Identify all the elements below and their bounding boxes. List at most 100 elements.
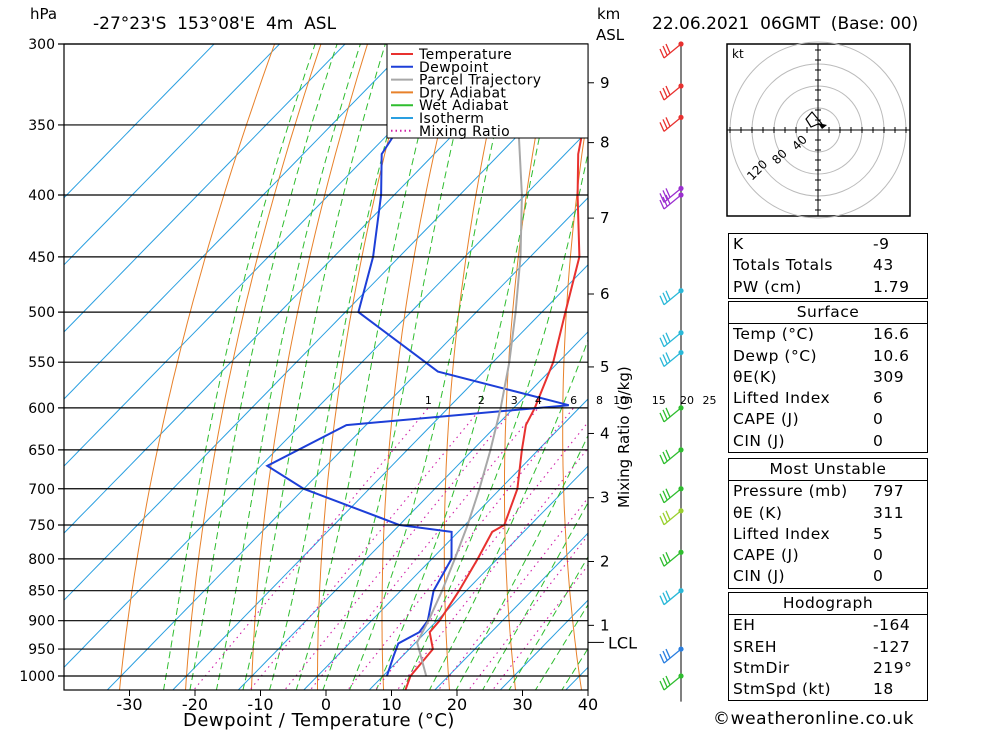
isotherm-line	[64, 44, 346, 333]
most-unstable-label: CIN (J)	[733, 567, 786, 586]
surface-row: Lifted Index 6	[729, 388, 927, 409]
surface-title: Surface	[796, 303, 860, 321]
wind-barb	[659, 352, 682, 368]
wind-barb	[659, 510, 682, 526]
wind-barb	[659, 648, 682, 664]
legend-entry: Parcel Trajectory	[419, 73, 541, 89]
mixing-ratio-label: 2	[478, 394, 485, 407]
wind-barb	[659, 449, 682, 465]
dry-adiabat-line	[674, 26, 716, 701]
most-unstable-label: θE (K)	[733, 503, 783, 522]
pressure-tick-label: 950	[28, 642, 55, 658]
wind-barb	[659, 551, 682, 567]
location-title: -27°23'S 153°08'E 4m ASL	[93, 14, 337, 34]
isotherm-line	[64, 44, 412, 400]
surface-row: Dewp (°C) 10.6	[729, 346, 927, 367]
dry-adiabat-line	[317, 44, 415, 690]
wind-barb	[659, 407, 682, 423]
wet-adiabat-line	[534, 603, 588, 690]
mixing-ratio-line	[491, 564, 588, 690]
mixing-ratio-label: 25	[703, 394, 717, 407]
isotherm-line	[106, 197, 588, 690]
site-name: weatheronline.co.uk	[730, 709, 915, 729]
hodograph-stat-label: SREH	[733, 637, 778, 656]
wet-adiabat-line	[349, 44, 516, 690]
height-tick-label: 7	[600, 209, 610, 227]
mixing-ratio-label: 1	[425, 394, 432, 407]
hodograph-stat-divider	[729, 614, 927, 616]
mixing-ratio-label: 8	[596, 394, 603, 407]
height-tick-label: 3	[600, 489, 610, 507]
mixing-ratio-label: 20	[680, 394, 694, 407]
datetime-title: 22.06.2021 06GMT (Base: 00)	[652, 14, 918, 34]
surface-row: CIN (J) 0	[729, 431, 927, 452]
isotherm-line	[64, 44, 543, 534]
pressure-tick-label: 700	[28, 482, 55, 498]
most-unstable-value: 5	[873, 524, 884, 543]
wet-adiabat-line	[482, 501, 588, 690]
index-value: 43	[873, 256, 894, 275]
most-unstable-value: 797	[873, 482, 905, 501]
most-unstable-title: Most Unstable	[769, 460, 887, 478]
height-tick-label: 9	[600, 74, 610, 92]
isotherm-line	[237, 331, 588, 690]
wind-barb	[659, 194, 682, 210]
dry-adiabat-line	[185, 44, 322, 690]
pressure-tick-label: 750	[28, 518, 55, 534]
dry-adiabat-line	[925, 26, 1000, 701]
wet-adiabat-line	[508, 555, 588, 690]
surface-value: 6	[873, 389, 884, 408]
wind-barb	[659, 488, 682, 504]
surface-label: Dewp (°C)	[733, 346, 818, 365]
most-unstable-label: CAPE (J)	[733, 546, 800, 565]
hodograph-stat-label: StmSpd (kt)	[733, 680, 832, 699]
mixing-ratio-line	[283, 407, 515, 690]
dry-adiabat-line	[251, 44, 369, 690]
surface-label: CAPE (J)	[733, 410, 800, 429]
surface-row: θE(K) 309	[729, 367, 927, 388]
profile-lines	[265, 44, 588, 690]
surface-divider	[729, 323, 927, 325]
index-label: K	[733, 235, 744, 253]
wind-barb	[659, 43, 682, 59]
wet-adiabat-line	[189, 44, 338, 690]
temperature-tick-label: -10	[247, 695, 273, 714]
isotherm-line	[434, 532, 588, 690]
surface-label: Temp (°C)	[733, 325, 815, 344]
pressure-tick-label: 650	[28, 443, 55, 459]
height-tick-label: 1	[600, 616, 610, 634]
parcel-trajectory-line	[416, 77, 523, 677]
pressure-tick-label: 550	[28, 355, 55, 371]
axes: 3003504004505005506006507007508008509009…	[19, 37, 716, 714]
hodograph-stat-row: StmSpd (kt) 18	[729, 679, 927, 700]
surface-label: CIN (J)	[733, 431, 786, 450]
surface-value: 16.6	[873, 325, 910, 344]
most-unstable-divider	[729, 480, 927, 482]
wet-adiabat-line	[163, 44, 316, 690]
height-unit-top: km	[597, 5, 620, 23]
temperature-tick-label: -30	[116, 695, 142, 714]
wet-adiabat-line	[269, 44, 414, 690]
pressure-tick-label: 600	[28, 401, 55, 417]
pressure-tick-label: 350	[28, 118, 55, 134]
temperature-tick-label: 40	[578, 695, 598, 714]
mixing-ratio-label: 3	[511, 394, 518, 407]
pressure-tick-label: 850	[28, 584, 55, 600]
most-unstable-label: Lifted Index	[733, 524, 831, 543]
hodograph-stat-row: StmDir 219°	[729, 658, 927, 679]
mixing-ratio-line	[374, 421, 588, 690]
mixing-ratio-label: 15	[652, 394, 666, 407]
surface-value: 10.6	[873, 346, 910, 365]
wind-profile	[659, 41, 684, 702]
storm-motion-marker	[818, 123, 827, 129]
most-unstable-value: 0	[873, 546, 884, 565]
wet-adiabat-line	[215, 44, 361, 690]
wind-barb	[659, 590, 682, 606]
hodograph-stats-panel: Hodograph EH -164 SREH -127 StmDir 219° StmSpd …	[728, 592, 928, 702]
dry-adiabat-line	[443, 44, 508, 690]
wet-adiabat-line	[242, 44, 386, 690]
wet-adiabat-line	[375, 44, 560, 690]
mixing-ratio-label: 6	[570, 394, 577, 407]
